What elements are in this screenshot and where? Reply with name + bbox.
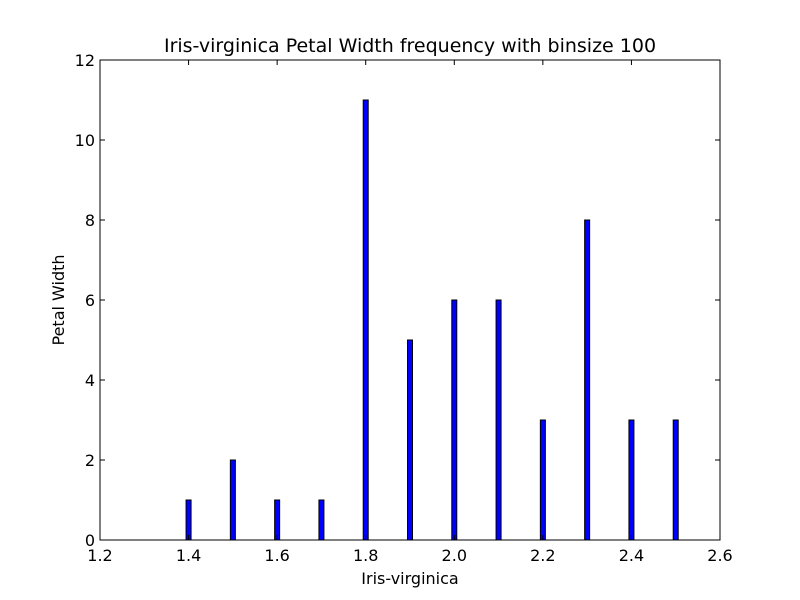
- x-tick-label: 1.4: [176, 546, 201, 565]
- bar-2.5: [672, 419, 679, 541]
- bar-1.4: [185, 499, 192, 541]
- y-tick-label: 0: [85, 531, 95, 550]
- bars-group: [185, 99, 679, 541]
- y-tick-label: 8: [85, 211, 95, 230]
- bar-2.2: [539, 419, 546, 541]
- bar-1.9: [407, 339, 413, 541]
- x-tick-label: 2.6: [707, 546, 732, 565]
- x-tick-label: 1.8: [353, 546, 378, 565]
- bar-2.4: [628, 419, 635, 541]
- plot-frame: [99, 59, 721, 541]
- x-tick-label: 2.0: [442, 546, 467, 565]
- bar-2.3: [584, 219, 591, 541]
- y-axis-label: Petal Width: [49, 254, 68, 345]
- x-tick-label: 2.4: [619, 546, 644, 565]
- x-tick-label: 2.2: [530, 546, 555, 565]
- y-tick-label: 2: [85, 451, 95, 470]
- tick-labels-group: 1.2 1.4 1.6 1.8 2.0 2.2 2.4 2.6 0 2 4 6 8 10 12: [75, 51, 733, 565]
- bar-1.5: [229, 459, 236, 541]
- bar-1.7: [318, 499, 325, 541]
- chart-title: Iris-virginica Petal Width frequency wit…: [164, 35, 656, 57]
- x-axis-label: Iris-virginica: [361, 569, 458, 588]
- y-tick-label: 6: [85, 291, 95, 310]
- bar-2.1: [495, 299, 502, 541]
- x-tick-label: 1.2: [87, 546, 112, 565]
- y-tick-label: 12: [75, 51, 95, 70]
- y-tick-label: 10: [75, 131, 95, 150]
- x-tick-label: 1.6: [264, 546, 289, 565]
- y-tick-label: 4: [85, 371, 95, 390]
- bar-2.0: [451, 299, 458, 541]
- bar-1.6: [274, 499, 281, 541]
- bar-1.8: [362, 99, 369, 541]
